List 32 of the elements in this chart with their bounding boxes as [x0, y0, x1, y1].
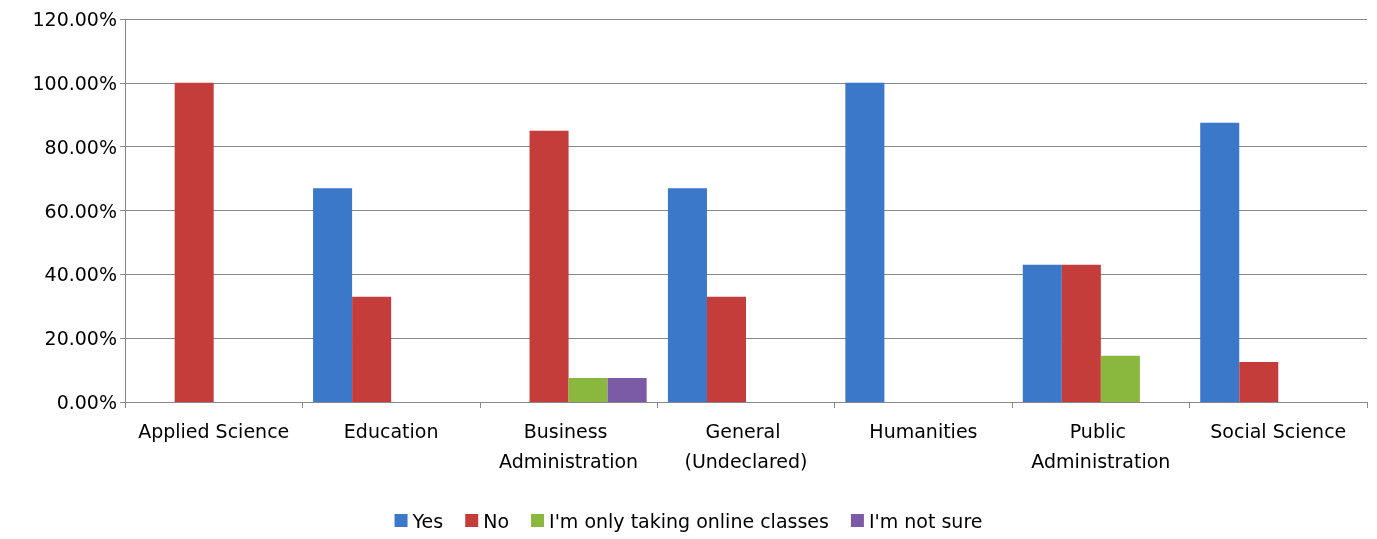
bar — [845, 82, 885, 402]
legend-label: No — [483, 509, 510, 532]
bar — [352, 296, 392, 402]
bar — [706, 296, 746, 402]
y-tick-label: 100.00% — [32, 71, 117, 94]
x-tick-label: Business Administration — [499, 420, 639, 472]
bar — [1100, 355, 1140, 402]
y-tick-label: 0.00% — [56, 391, 117, 413]
legend-label: I'm not sure — [868, 509, 983, 532]
legend-label: I'm only taking online classes — [549, 509, 829, 532]
bar — [529, 130, 569, 402]
bar — [568, 378, 608, 402]
y-tick-label: 60.00% — [44, 199, 117, 222]
x-tick-label: Applied Science — [138, 420, 290, 442]
x-tick-label: Social Science — [1210, 420, 1347, 442]
y-tick-label: 120.00% — [32, 8, 117, 30]
bar — [607, 378, 647, 402]
bar — [1061, 264, 1101, 402]
x-tick-label: Education — [343, 420, 439, 442]
bar — [174, 82, 214, 402]
x-tick-label: Humanities — [869, 420, 978, 442]
y-tick-label: 20.00% — [44, 327, 117, 350]
bar — [667, 188, 707, 402]
y-tick-label: 80.00% — [44, 135, 117, 158]
legend-label: Yes — [411, 509, 444, 532]
bar — [1239, 362, 1279, 402]
y-tick-label: 40.00% — [44, 263, 117, 286]
x-tick-label: General (Undeclared) — [684, 420, 808, 472]
bar — [1200, 122, 1240, 402]
bar — [313, 188, 353, 402]
x-tick-label: Public Administration — [1031, 420, 1171, 472]
bar — [1022, 264, 1062, 402]
